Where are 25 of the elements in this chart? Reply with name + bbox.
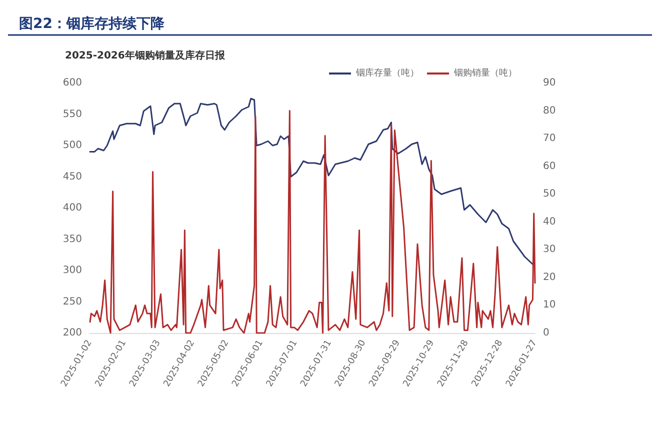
y2-tick-label: 60: [543, 160, 556, 172]
y-tick-label: 550: [62, 108, 82, 120]
y2-tick-label: 70: [543, 133, 556, 144]
chart-title: 图22：铟库存持续下降: [19, 15, 166, 32]
y-tick-label: 300: [62, 265, 82, 276]
y-tick-label: 400: [62, 202, 82, 214]
y-tick-label: 600: [62, 78, 82, 88]
y-tick-label: 500: [62, 140, 82, 151]
chart-subtitle: 2025-2026年铟购销量及库存日报: [65, 50, 226, 62]
y-tick-label: 450: [62, 171, 82, 182]
line-series: [89, 98, 534, 265]
y-tick-label: 200: [62, 328, 82, 338]
y2-tick-label: 20: [543, 272, 556, 283]
y-tick-label: 350: [62, 234, 82, 245]
y2-tick-label: 50: [543, 188, 556, 200]
y-tick-label: 250: [62, 296, 82, 308]
legend-label: 铟购销量（吨）: [453, 68, 517, 78]
y2-tick-label: 90: [543, 78, 556, 88]
y2-tick-label: 30: [543, 244, 556, 256]
line-series: [89, 110, 536, 334]
y2-tick-label: 80: [543, 105, 556, 116]
legend-label: 铟库存量（吨）: [355, 68, 419, 78]
y2-tick-label: 40: [543, 216, 556, 228]
y2-tick-label: 10: [543, 300, 556, 311]
y2-tick-label: 0: [543, 328, 550, 338]
